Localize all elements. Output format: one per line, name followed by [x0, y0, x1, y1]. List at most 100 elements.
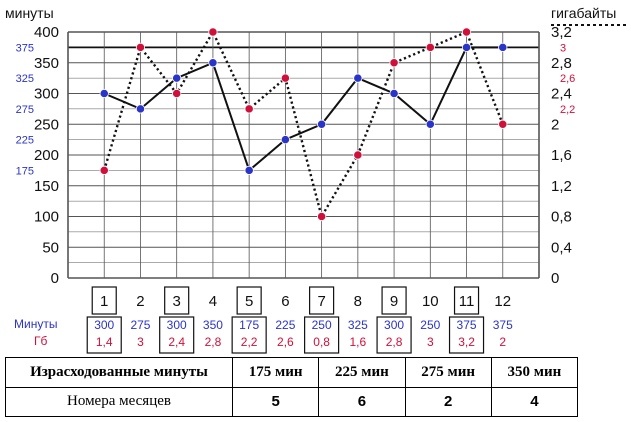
- value-box: [448, 316, 485, 354]
- chart-grid: [67, 31, 540, 279]
- minutes-series-line: [103, 46, 503, 173]
- minutes-point: [317, 119, 327, 129]
- month-minutes-value: 175: [239, 318, 259, 332]
- month-gb-value: 0,8: [313, 335, 330, 349]
- month-gb-value: 2,6: [277, 335, 294, 349]
- month-number: 11: [459, 293, 475, 310]
- month-box: [381, 286, 407, 315]
- left-tick-label: 300: [34, 86, 59, 103]
- month-gb-value: 2,8: [205, 335, 222, 349]
- left-tick-label: 150: [34, 178, 59, 195]
- right-minor-tick-label: 2,2: [560, 104, 575, 116]
- minutes-point: [208, 58, 218, 68]
- right-axis-title: гигабайты: [551, 5, 616, 21]
- left-minor-tick-label: 275: [16, 104, 34, 116]
- gb-point: [353, 150, 363, 160]
- gb-point: [172, 88, 182, 99]
- month-number: 8: [354, 293, 362, 310]
- month-box: [309, 286, 335, 315]
- gb-point: [99, 165, 109, 175]
- month-minutes-value: 225: [275, 318, 295, 332]
- month-gb-value: 2: [499, 335, 506, 349]
- gb-point: [280, 73, 290, 83]
- month-number: 7: [317, 293, 325, 310]
- gb-point: [498, 119, 508, 129]
- summary-val-3: 2: [404, 386, 492, 417]
- minutes-point: [461, 42, 472, 52]
- minutes-row-label: Минуты: [14, 317, 57, 331]
- left-tick-label: 400: [34, 24, 59, 41]
- month-minutes-value: 375: [457, 318, 477, 332]
- left-tick-label: 100: [34, 209, 59, 226]
- summary-table: Израсходованные минуты 175 мин 225 мин 2…: [5, 357, 579, 417]
- summary-val-1: 5: [231, 386, 320, 417]
- gb-point: [208, 27, 218, 37]
- minutes-point: [425, 119, 435, 129]
- minutes-gigabytes-chart: 050100150200250300350400175225275325375 …: [5, 5, 626, 354]
- month-minutes-value: 300: [167, 318, 187, 332]
- summary-col-1: 175 мин: [231, 357, 320, 388]
- month-number: 6: [281, 293, 289, 310]
- gb-point: [389, 58, 399, 68]
- minutes-point: [244, 165, 254, 175]
- month-gb-value: 2,8: [386, 335, 403, 349]
- right-tick-label: 0,4: [551, 239, 572, 256]
- month-minutes-value: 375: [493, 318, 513, 332]
- summary-col-4: 350 мин: [490, 357, 579, 388]
- left-minor-tick-label: 175: [16, 165, 34, 177]
- left-minor-tick-label: 225: [16, 135, 34, 147]
- month-minutes-value: 275: [130, 318, 150, 332]
- gb-row-label: Гб: [34, 334, 47, 348]
- month-number: 3: [173, 293, 181, 310]
- month-number: 12: [494, 293, 511, 310]
- summary-header-row: Израсходованные минуты 175 мин 225 мин 2…: [5, 357, 579, 388]
- month-minutes-value: 300: [384, 318, 404, 332]
- left-tick-label: 200: [34, 147, 59, 164]
- minutes-point: [280, 135, 290, 145]
- gb-point: [244, 104, 254, 114]
- value-box: [376, 316, 412, 354]
- month-number: 2: [136, 293, 144, 310]
- month-number: 10: [422, 293, 439, 310]
- minutes-point: [353, 73, 363, 83]
- minutes-point: [172, 73, 182, 83]
- month-gb-value: 2,2: [241, 335, 258, 349]
- minutes-point: [99, 88, 109, 99]
- month-minutes-value: 250: [312, 318, 332, 332]
- summary-value-row: Номера месяцев 5 6 2 4: [5, 386, 579, 417]
- month-box: [91, 286, 117, 315]
- chart-series-points: [99, 27, 508, 222]
- right-tick-label: 0: [551, 270, 559, 287]
- right-axis-ticks: 0 0,4 0,8 1,2 1,6 2 2,4 2,8 3,2 2,2 2,6 3: [551, 24, 575, 287]
- gb-series-line: [103, 29, 504, 220]
- left-minor-tick-label: 375: [16, 42, 34, 54]
- right-tick-label: 3,2: [551, 24, 572, 41]
- month-axis: 1 300 1,4 2 275 3 3 300 2,4 4 350 2,8 5 175 2,2 6 225 2,6…: [86, 286, 513, 354]
- gb-point: [317, 211, 327, 222]
- left-tick-label: 350: [34, 55, 59, 72]
- month-number: 1: [100, 293, 108, 310]
- value-box: [304, 316, 340, 354]
- right-minor-tick-label: 3: [560, 42, 566, 54]
- month-minutes-value: 300: [94, 318, 114, 332]
- minutes-point: [389, 88, 399, 99]
- month-gb-value: 3: [427, 335, 434, 349]
- right-tick-label: 2: [551, 116, 559, 133]
- right-minor-tick-label: 2,6: [560, 73, 575, 85]
- gb-point: [425, 42, 435, 52]
- left-minor-tick-label: 325: [16, 73, 34, 85]
- month-gb-value: 1,4: [96, 335, 113, 349]
- month-gb-value: 3,2: [458, 335, 475, 349]
- month-minutes-value: 250: [420, 318, 440, 332]
- left-axis-ticks: 0 50 100 150 200 250 300 350 400 175 225 275 325 375: [16, 24, 59, 287]
- minutes-point: [498, 42, 508, 52]
- chart-series-lines: [103, 29, 504, 220]
- month-number: 9: [390, 293, 398, 310]
- summary-val-2: 6: [318, 386, 406, 417]
- month-box: [453, 286, 480, 315]
- gb-point: [135, 42, 146, 52]
- right-tick-label: 1,6: [551, 147, 572, 164]
- month-gb-value: 2,4: [168, 335, 185, 349]
- value-box: [159, 316, 195, 354]
- value-box: [86, 316, 122, 354]
